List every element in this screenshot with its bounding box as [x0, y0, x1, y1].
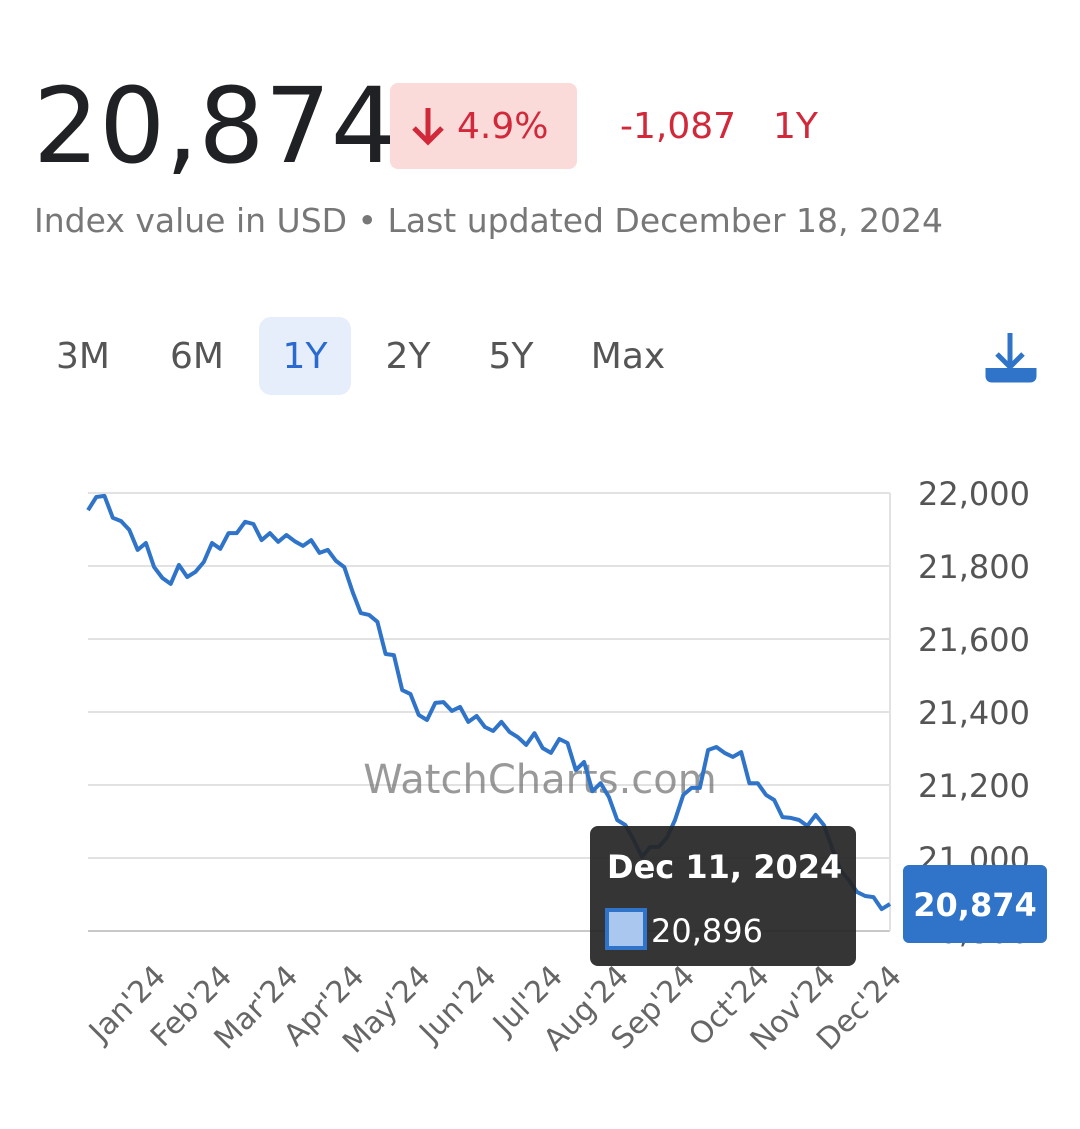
range-button-label: 1Y	[283, 336, 329, 377]
y-tick-label: 21,200	[918, 767, 1030, 805]
y-tick-label: 21,600	[918, 621, 1030, 659]
price: 20,874	[33, 65, 397, 187]
tooltip-swatch	[605, 908, 647, 950]
range-button[interactable]: 6M	[170, 336, 224, 377]
tooltip-date: Dec 11, 2024	[607, 848, 842, 886]
download-icon[interactable]	[985, 333, 1037, 383]
y-tick-label: 21,400	[918, 694, 1030, 732]
tooltip-value: 20,896	[651, 912, 763, 950]
change-abs: -1,087	[620, 106, 736, 147]
price-line	[86, 493, 892, 912]
y-tick-label: 21,800	[918, 548, 1030, 586]
range-button-label: 2Y	[386, 336, 432, 377]
change-pct: 4.9%	[457, 106, 548, 147]
range-button-label: 3M	[56, 336, 110, 377]
subtitle: Index value in USD • Last updated Decemb…	[34, 201, 943, 240]
watermark: WatchCharts.com	[363, 757, 716, 803]
last-value-label: 20,874	[913, 886, 1036, 924]
tooltip: Dec 11, 2024 20,896	[590, 826, 856, 966]
down-arrow	[412, 108, 444, 146]
range-button[interactable]: 1Y	[259, 317, 351, 395]
change-badge	[390, 83, 577, 169]
range-button[interactable]: Max	[591, 336, 665, 377]
tooltip-bg	[590, 826, 856, 966]
range-button-bg	[259, 317, 351, 395]
range-button[interactable]: 3M	[56, 336, 110, 377]
range-button[interactable]: 2Y	[386, 336, 432, 377]
range-button[interactable]: 5Y	[489, 336, 535, 377]
change-period: 1Y	[773, 106, 819, 147]
last-value-tag	[903, 864, 1047, 943]
range-button-label: 6M	[170, 336, 224, 377]
range-button-label: Max	[591, 336, 665, 377]
y-tick-label: 22,000	[918, 475, 1030, 513]
range-button-label: 5Y	[489, 336, 535, 377]
